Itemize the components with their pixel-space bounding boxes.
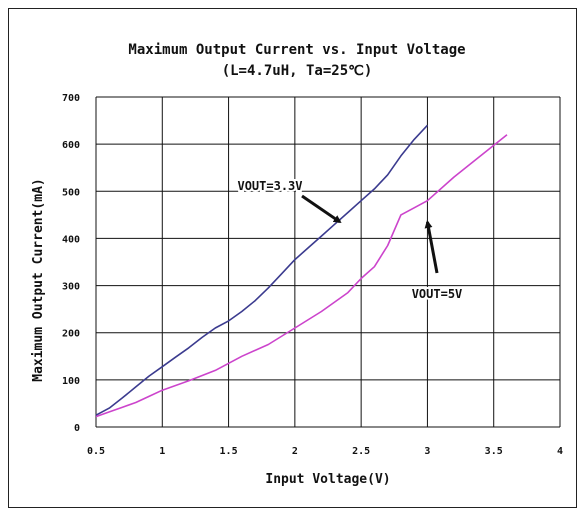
annotation-vout-3-3v-label: VOUT=3.3V [237, 179, 302, 193]
y-tick-label: 400 [62, 234, 80, 245]
grid [95, 96, 561, 428]
x-tick-label: 1.5 [220, 446, 238, 457]
y-tick-label: 700 [62, 93, 80, 104]
y-tick-label: 500 [62, 187, 80, 198]
x-tick-label: 3.5 [485, 446, 503, 457]
annotation-vout-5v-arrow [424, 219, 439, 274]
y-axis-label: Maximum Output Current(mA) [31, 178, 46, 382]
chart-title: Maximum Output Current vs. Input Voltage [128, 42, 465, 58]
tick-labels: 0.5 1 1.5 2 2.5 3 3.5 4 0 100 200 300 400 500 600 700 [62, 93, 563, 457]
x-axis-label: Input Voltage(V) [265, 472, 390, 487]
x-tick-label: 0.5 [87, 446, 105, 457]
x-tick-label: 1 [159, 446, 165, 457]
y-tick-label: 300 [62, 282, 80, 293]
chart-subtitle: (L=4.7uH, Ta=25℃) [222, 63, 373, 79]
x-tick-label: 2.5 [352, 446, 370, 457]
y-tick-label: 0 [74, 423, 80, 434]
series-line-vout-3-3v [95, 124, 428, 416]
series-lines [95, 124, 508, 418]
chart-frame [8, 8, 577, 508]
annotations: VOUT=3.3V VOUT=5V [235, 177, 464, 303]
x-tick-label: 3 [424, 446, 430, 457]
annotation-vout-5v-label: VOUT=5V [412, 287, 463, 301]
x-tick-label: 4 [557, 446, 563, 457]
y-tick-label: 100 [62, 376, 80, 387]
x-tick-label: 2 [292, 446, 298, 457]
y-tick-label: 200 [62, 329, 80, 340]
y-tick-label: 600 [62, 140, 80, 151]
annotation-vout-3-3v-arrow [301, 194, 342, 224]
series-line-vout-5v [95, 134, 508, 418]
